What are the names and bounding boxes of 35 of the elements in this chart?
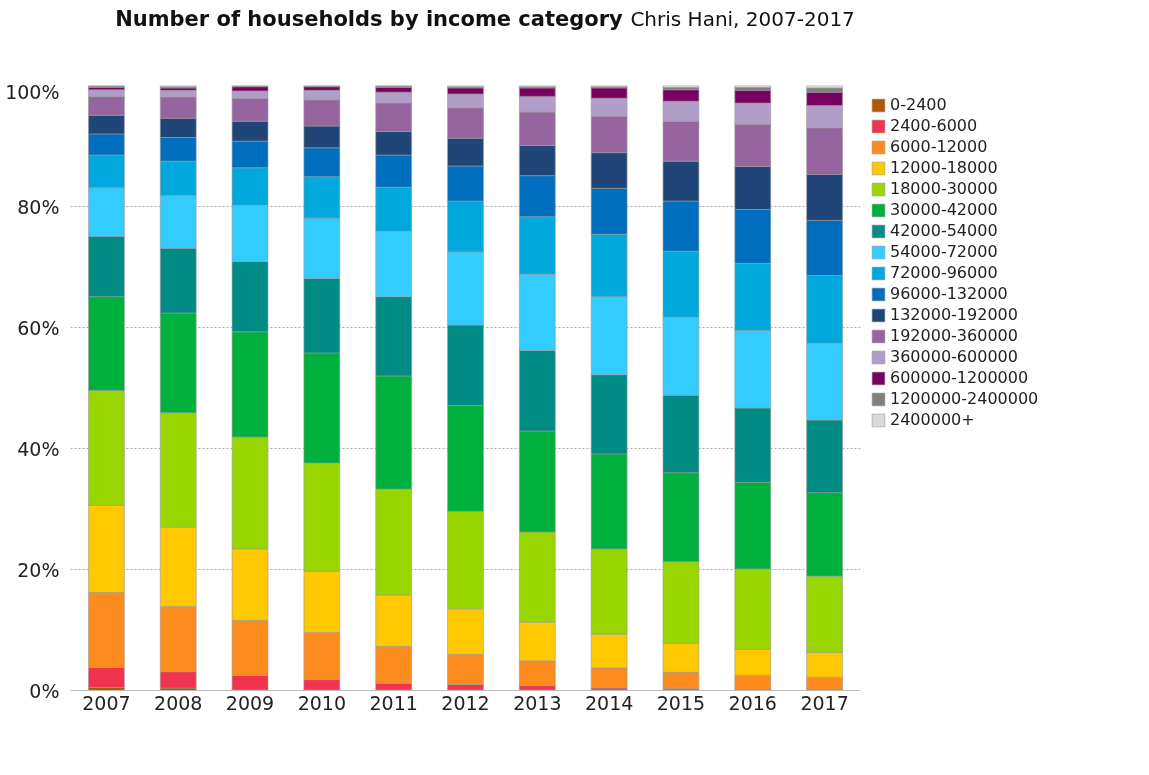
legend-label: 132000-192000 xyxy=(890,305,1018,324)
legend-label: 192000-360000 xyxy=(890,326,1018,345)
x-tick-label: 2011 xyxy=(369,691,418,714)
y-tick-label: 100% xyxy=(5,80,60,103)
legend-label: 1200000-2400000 xyxy=(890,389,1039,408)
x-tick-label: 2009 xyxy=(225,691,275,714)
x-tick-label: 2007 xyxy=(82,691,131,714)
legend-label: 12000-18000 xyxy=(890,158,998,177)
legend-label: 600000-1200000 xyxy=(890,368,1029,387)
legend-label: 18000-30000 xyxy=(890,179,998,198)
y-tick-label: 80% xyxy=(17,195,60,218)
x-tick-label: 2014 xyxy=(584,691,634,714)
legend-label: 72000-96000 xyxy=(890,263,998,282)
x-tick-label: 2008 xyxy=(154,691,203,714)
legend-label: 2400-6000 xyxy=(890,116,978,135)
legend-label: 2400000+ xyxy=(890,410,975,429)
y-tick-label: 0% xyxy=(29,679,60,702)
y-tick-label: 20% xyxy=(17,558,60,581)
y-tick-label: 40% xyxy=(17,437,60,460)
chart-title: Number of households by income category xyxy=(115,7,623,31)
x-tick-label: 2013 xyxy=(513,691,562,714)
chart-subtitle: Chris Hani, 2007-2017 xyxy=(630,7,855,31)
legend-label: 30000-42000 xyxy=(890,200,998,219)
x-tick-label: 2015 xyxy=(656,691,706,714)
legend-label: 54000-72000 xyxy=(890,242,998,261)
legend-label: 0-2400 xyxy=(890,95,947,114)
legend-label: 42000-54000 xyxy=(890,221,998,240)
y-tick-label: 60% xyxy=(17,316,60,339)
x-tick-label: 2012 xyxy=(441,691,490,714)
legend-label: 6000-12000 xyxy=(890,137,988,156)
x-tick-label: 2017 xyxy=(800,691,849,714)
legend-label: 360000-600000 xyxy=(890,347,1018,366)
x-tick-label: 2016 xyxy=(728,691,777,714)
x-tick-label: 2010 xyxy=(297,691,347,714)
legend-label: 96000-132000 xyxy=(890,284,1008,303)
